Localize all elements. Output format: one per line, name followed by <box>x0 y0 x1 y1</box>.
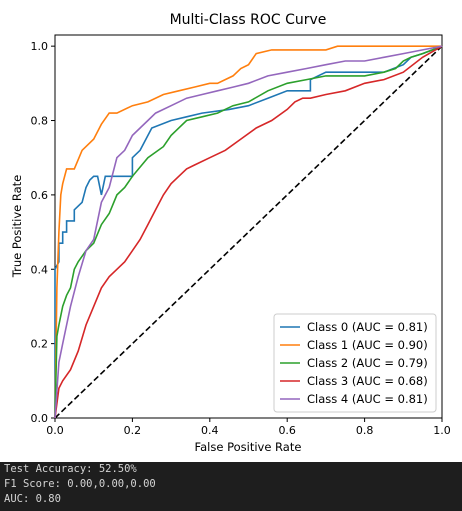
roc-line-class-2 <box>54 45 443 419</box>
x-tick-label: 0.8 <box>356 424 374 437</box>
y-tick-label: 1.0 <box>31 40 49 53</box>
y-tick-label: 0.8 <box>31 115 49 128</box>
roc-line-class-4 <box>54 45 443 419</box>
axis-ticks: 0.0 0.2 0.4 0.6 0.8 1.0 0.0 0.2 0.4 0.6 0.8 1.0 <box>31 40 451 437</box>
chart-title: Multi-Class ROC Curve <box>170 12 327 28</box>
legend-label-class-4: Class 4 (AUC = 0.81) <box>307 392 428 406</box>
x-axis-label: False Positive Rate <box>195 440 302 454</box>
x-tick-label: 0.6 <box>278 424 296 437</box>
y-axis-label: True Positive Rate <box>10 175 24 278</box>
legend-label-class-3: Class 3 (AUC = 0.68) <box>307 374 428 388</box>
roc-line-class-0 <box>54 45 443 418</box>
x-tick-label: 1.0 <box>433 424 451 437</box>
legend: Class 0 (AUC = 0.81) Class 1 (AUC = 0.90)… <box>273 313 437 413</box>
x-tick-label: 0.2 <box>124 424 142 437</box>
y-tick-label: 0.0 <box>31 412 49 425</box>
legend-label-class-1: Class 1 (AUC = 0.90) <box>307 338 428 352</box>
y-tick-label: 0.6 <box>31 189 49 202</box>
f1-score-line: F1 Score: 0.00,0.00,0.00 <box>4 478 156 490</box>
plot-lines <box>54 45 443 419</box>
test-accuracy-line: Test Accuracy: 52.50% <box>4 463 137 475</box>
roc-line-class-1 <box>54 45 442 419</box>
auc-line: AUC: 0.80 <box>4 493 61 505</box>
legend-box <box>273 313 437 413</box>
roc-line-class-3 <box>54 45 443 419</box>
x-tick-label: 0.0 <box>46 424 64 437</box>
figure-panel: Multi-Class ROC Curve 0.0 0.2 0.4 0.6 0.8 1.0… <box>0 0 462 462</box>
y-tick-label: 0.4 <box>31 263 49 276</box>
legend-label-class-0: Class 0 (AUC = 0.81) <box>307 320 428 334</box>
roc-chart: Multi-Class ROC Curve 0.0 0.2 0.4 0.6 0.8 1.0… <box>10 12 451 454</box>
legend-label-class-2: Class 2 (AUC = 0.79) <box>307 356 428 370</box>
console-output: Test Accuracy: 52.50% F1 Score: 0.00,0.0… <box>0 462 462 511</box>
y-tick-label: 0.2 <box>31 338 49 351</box>
x-tick-label: 0.4 <box>201 424 219 437</box>
